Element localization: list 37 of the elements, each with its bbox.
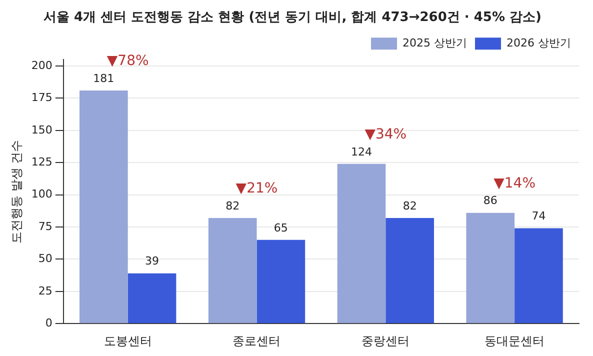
y-tick-label: 175 xyxy=(31,91,52,104)
data-label: 181 xyxy=(93,72,114,85)
y-tick-label: 100 xyxy=(31,188,52,201)
y-tick-label: 125 xyxy=(31,155,52,168)
annotation: ▼78% xyxy=(106,53,149,70)
bar xyxy=(80,90,128,324)
data-label: 74 xyxy=(532,210,546,223)
annotation: ▼14% xyxy=(494,175,536,192)
y-tick-label: 200 xyxy=(31,58,52,72)
y-tick-label: 0 xyxy=(45,316,52,330)
y-tick-label: 75 xyxy=(38,220,52,233)
data-label: 65 xyxy=(274,221,288,234)
y-tick-label: 50 xyxy=(38,252,52,266)
y-tick-label: 25 xyxy=(38,284,52,298)
x-tick-label: 종로센터 xyxy=(232,334,281,348)
bar xyxy=(128,273,176,324)
bar xyxy=(514,228,563,324)
data-label: 82 xyxy=(402,199,417,212)
legend-label: 2025 상반기 xyxy=(402,36,468,50)
annotation: ▼34% xyxy=(364,126,407,143)
data-label: 82 xyxy=(226,199,240,212)
x-tick-label: 중랑센터 xyxy=(362,334,410,348)
chart-title: 서울 4개 센터 도전행동 감소 현황 (전년 동기 대비, 합계 473→260건 · 45% 감소) xyxy=(44,10,542,26)
bar xyxy=(208,218,257,324)
y-tick-label: 150 xyxy=(31,123,52,136)
x-tick-label: 동대문센터 xyxy=(484,334,545,348)
data-label: 39 xyxy=(145,254,160,268)
bar xyxy=(337,164,386,324)
annotation: ▼21% xyxy=(236,180,278,197)
bar xyxy=(256,240,306,324)
bar xyxy=(386,218,434,324)
data-label: 86 xyxy=(483,194,498,208)
x-tick-label: 도봉센터 xyxy=(104,334,152,348)
y-axis-title: 도전행동 발생 건수 xyxy=(9,140,24,244)
data-label: 124 xyxy=(350,145,372,158)
bar xyxy=(466,212,515,324)
legend-label: 2026 상반기 xyxy=(506,36,572,50)
